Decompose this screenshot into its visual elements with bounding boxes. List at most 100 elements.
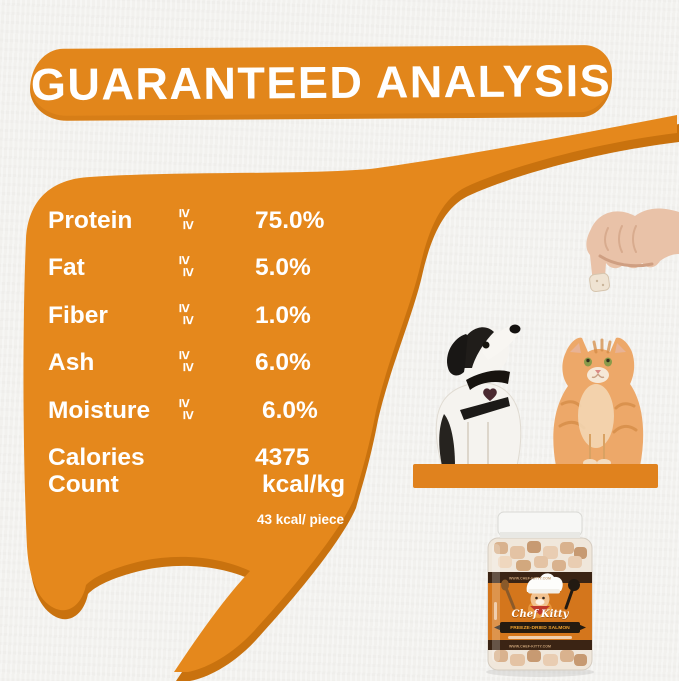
row-value: 6.0%: [262, 396, 318, 424]
calories-label-line1: Calories: [48, 443, 145, 471]
calories-per-piece-note: 43 kcal/ piece: [257, 511, 345, 527]
ribbon-label-text: FREEZE-DRIED SALMON: [510, 624, 570, 631]
cat-ear-inner: [615, 343, 626, 353]
jar-label-text-overlay: WWW.CHEF-KITTY.COM WWW.CHEF-KITTY.COM WW…: [470, 510, 610, 678]
greater-equal-icon: ≥ ≥: [165, 292, 255, 340]
cat-pupil: [606, 358, 610, 363]
header-banner: GUARANTEED ANALYSIS: [29, 44, 613, 122]
mascot-pan-handle: [564, 586, 575, 610]
greater-equal-glyph: ≥: [175, 208, 193, 218]
row-label: Fat: [48, 254, 85, 282]
brand-name: Chef Kitty: [511, 609, 569, 620]
greater-equal-glyph: ≥: [179, 267, 197, 277]
row-value: 5.0%: [255, 254, 311, 282]
dog-head-patch: [460, 327, 494, 368]
dog-photo: [420, 310, 538, 466]
product-jar: WWW.CHEF-KITTY.COM WWW.CHEF-KITTY.COM WW…: [470, 510, 610, 678]
table-row: Fiber ≥ ≥ 1.0%: [48, 292, 378, 340]
calories-label: Calories Count: [48, 444, 165, 533]
calories-row: Calories Count 4375 kcal/kg 43 kcal/ pie…: [48, 444, 378, 533]
ribbon-label: FREEZE-DRIED SALMON: [500, 623, 580, 633]
row-label: Ash: [48, 349, 95, 377]
row-value: 75.0%: [255, 206, 325, 234]
cat-photo: [542, 314, 654, 466]
calories-label-line2: Count: [48, 470, 119, 498]
label-top-band-text: WWW.CHEF-KITTY.COM WWW.CHEF-KITTY.COM WW…: [488, 574, 592, 583]
cat-mouth: [591, 373, 605, 379]
row-label: Moisture: [48, 396, 151, 424]
dog-leg-lines: [467, 422, 489, 466]
calories-value-number: 4375: [255, 443, 310, 471]
row-value: 1.0%: [255, 301, 311, 329]
greater-equal-glyph: ≥: [179, 220, 197, 230]
finger-shades: [604, 225, 637, 253]
dog-heart-tag: [483, 388, 497, 401]
cat-nose: [595, 370, 601, 374]
dog-collar: [466, 370, 510, 390]
hand-holding-treat-icon: [586, 208, 679, 293]
band-url-text: WWW.CHEF-KITTY.COM: [509, 576, 552, 581]
ribbon-banner: [500, 622, 580, 633]
dog-eye: [482, 341, 490, 349]
calories-value-unit: kcal/kg: [262, 470, 346, 498]
jar-treats-top: [494, 541, 587, 571]
mascot-hat-band: [528, 589, 560, 594]
greater-equal-icon: ≥ ≥: [165, 387, 255, 435]
thumb-shade: [598, 254, 654, 268]
greater-equal-glyph: ≥: [179, 315, 197, 325]
mascot-eye: [535, 596, 538, 600]
hand-photo: [548, 186, 679, 304]
mascot-bandana: [530, 606, 550, 615]
mascot-pan: [568, 579, 580, 591]
label-bottom-band-text: WWW.CHEF-KITTY.COM WWW.CHEF-KITTY.COM WW…: [488, 642, 592, 651]
mascot-cat-chef-icon: [501, 573, 580, 618]
jar-lid-rim: [500, 532, 580, 538]
dog-dark-patch: [439, 414, 455, 466]
platform-bar: [413, 464, 658, 488]
table-row: Protein ≥ ≥ 75.0%: [48, 197, 378, 245]
row-label: Protein: [48, 206, 133, 234]
dog-ear: [447, 334, 468, 376]
mascot-eye: [542, 596, 545, 600]
treat-speckle: [595, 279, 599, 283]
mascot-chef-hat: [526, 573, 563, 592]
jar-glass-highlight: [492, 544, 500, 662]
dog-icon: [435, 324, 522, 466]
mascot-spoon: [504, 586, 516, 610]
treat-speckle: [601, 283, 605, 287]
label-smallprint-line: [508, 635, 572, 639]
jar-label-top-band: [488, 572, 592, 583]
greater-equal-glyph: ≥: [175, 350, 193, 360]
net-weight-smallprint: [494, 602, 497, 620]
dog-nose: [509, 324, 521, 334]
greater-equal-icon: ≥ ≥: [165, 340, 255, 388]
analysis-table: Protein ≥ ≥ 75.0% Fat ≥ ≥ 5.0% Fiber ≥ ≥ 1.…: [48, 197, 378, 533]
jar-treats-bottom: [494, 650, 587, 666]
greater-equal-glyph: ≥: [179, 362, 197, 372]
table-row: Fat ≥ ≥ 5.0%: [48, 245, 378, 293]
greater-equal-icon: ≥ ≥: [165, 197, 255, 245]
row-label: Fiber: [48, 301, 108, 329]
greater-equal-icon: ≥ ≥: [165, 245, 255, 293]
jar-label-bottom-band: [488, 640, 592, 650]
cat-ear-inner: [570, 343, 581, 353]
mascot-muzzle: [535, 599, 545, 605]
greater-equal-glyph: ≥: [175, 255, 193, 265]
treat-piece: [589, 272, 611, 293]
greater-equal-glyph: ≥: [179, 410, 197, 420]
calories-value: 4375 kcal/kg 43 kcal/ piece: [255, 444, 378, 533]
greater-equal-glyph: ≥: [175, 303, 193, 313]
cat-pupil: [586, 358, 590, 363]
greater-equal-glyph: ≥: [175, 398, 193, 408]
table-row: Moisture ≥ ≥ 6.0%: [48, 387, 378, 435]
row-value: 6.0%: [255, 349, 311, 377]
cat-chest: [578, 384, 614, 448]
dog-muzzle: [482, 325, 519, 360]
page-title: GUARANTEED ANALYSIS: [30, 54, 612, 111]
dog-harness-strap: [460, 397, 510, 420]
calories-operator-empty: [165, 444, 255, 533]
cat-stripes: [558, 338, 638, 434]
table-row: Ash ≥ ≥ 6.0%: [48, 340, 378, 388]
band-url-text: WWW.CHEF-KITTY.COM: [509, 644, 552, 649]
